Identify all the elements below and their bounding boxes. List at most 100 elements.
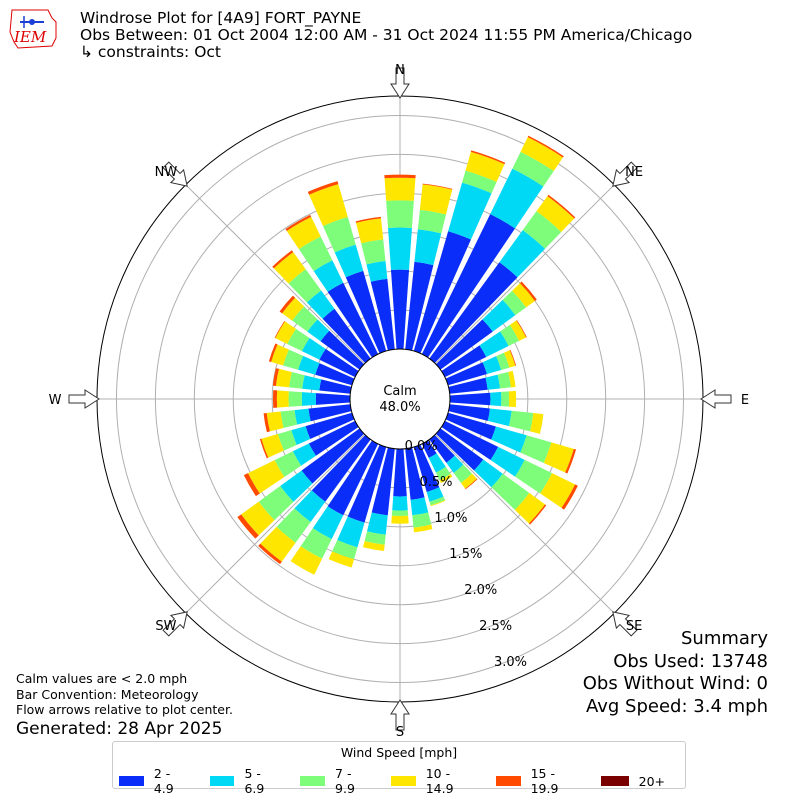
logo-text: IEM <box>14 28 47 46</box>
bar-segment <box>280 470 313 502</box>
bar-segment <box>285 214 312 232</box>
compass-label: NW <box>155 165 178 180</box>
bar-segment <box>271 344 289 366</box>
bar-segment <box>508 410 534 432</box>
bar-segment <box>371 447 395 516</box>
bar-segment <box>462 170 497 194</box>
bar-segment <box>446 455 464 473</box>
bar-segment <box>243 473 260 497</box>
bar-segment <box>275 368 292 388</box>
bar-segment <box>422 183 453 190</box>
bar-segment <box>288 269 322 303</box>
bar-segment <box>482 299 516 332</box>
bar-segment <box>347 444 387 523</box>
bar-segment <box>308 404 352 422</box>
flow-arrow <box>700 389 732 409</box>
bar-segment <box>435 319 493 370</box>
bar-segment <box>509 349 517 366</box>
bar-segment <box>413 444 440 492</box>
bar-segment <box>301 392 316 406</box>
bar-segment <box>522 211 562 249</box>
calm-label: Calm <box>383 384 416 399</box>
bar-segment <box>412 512 432 528</box>
bar-segment <box>520 137 563 172</box>
flow-arrow-shape <box>390 699 410 731</box>
bar-segment <box>370 278 395 351</box>
bar-segment <box>514 492 545 524</box>
bar-segment <box>441 420 499 461</box>
bar-segment <box>334 244 364 278</box>
legend-item: 20+ <box>600 766 665 796</box>
legend-label: 5 - 6.9 <box>244 766 265 796</box>
bar-segment <box>439 474 453 484</box>
chart-title: Windrose Plot for [4A9] FORT_PAYNE <box>80 9 362 27</box>
bar-segment <box>509 320 527 341</box>
bar-segment <box>319 379 352 394</box>
bar-segment <box>312 506 344 540</box>
bar-segment <box>474 459 503 488</box>
bar-segment <box>516 320 527 338</box>
radial-tick-label: 2.5% <box>479 619 512 634</box>
bar-segment <box>419 184 453 215</box>
bar-segment <box>491 473 530 510</box>
bar-segment <box>515 459 552 494</box>
bar-segment <box>445 412 496 440</box>
compass-label: E <box>741 393 749 408</box>
bar-segment <box>315 363 355 386</box>
flow-arrow-shape <box>390 67 410 99</box>
bar-segment <box>364 531 386 545</box>
bar-segment <box>315 393 351 405</box>
bar-segment <box>273 252 306 284</box>
bar-segment <box>237 514 259 539</box>
bar-segment <box>453 464 473 483</box>
flow-arrow-shape <box>162 161 188 187</box>
bar-segment <box>519 281 537 301</box>
bar-segment <box>391 510 409 516</box>
wind-bars <box>237 135 578 575</box>
avg-speed: Avg Speed: 3.4 mph <box>586 695 768 717</box>
bar-segment <box>429 262 518 364</box>
bar-segment <box>393 448 407 497</box>
legend-item: 15 - 19.9 <box>495 766 581 796</box>
bar-segment <box>465 151 505 182</box>
bar-segment <box>482 356 502 375</box>
legend-item: 5 - 6.9 <box>209 766 281 796</box>
legend-swatch <box>390 776 416 786</box>
legend-swatch <box>119 776 144 786</box>
compass-label: W <box>49 393 62 408</box>
obs-used: Obs Used: 13748 <box>613 650 768 672</box>
bar-segment <box>426 487 444 502</box>
bar-segment <box>445 362 487 386</box>
legend-item: 7 - 9.9 <box>300 766 371 796</box>
bar-segment <box>547 194 576 219</box>
bar-segment <box>497 372 511 389</box>
grid-spoke <box>185 434 365 614</box>
bar-segment <box>390 269 410 350</box>
flow-arrow <box>162 611 188 637</box>
bar-segment <box>300 528 332 559</box>
bar-segment <box>258 543 282 565</box>
bar-segment <box>392 496 408 511</box>
bar-segment <box>512 151 554 187</box>
flow-arrows-note: Flow arrows relative to plot center. <box>16 702 233 717</box>
bar-segment <box>259 438 269 459</box>
bar-segment <box>248 460 285 494</box>
bar-segment <box>280 410 298 429</box>
radial-tick-label: 1.0% <box>434 511 467 526</box>
bar-segment <box>361 239 386 265</box>
bar-segment <box>508 370 516 388</box>
bar-segment <box>448 404 490 421</box>
calm-value: 48.0% <box>379 400 420 415</box>
grid-spoke <box>435 434 615 614</box>
flow-arrow <box>68 389 100 409</box>
bar-segment <box>421 214 516 358</box>
bar-segment <box>503 350 516 368</box>
bar-segment <box>322 216 356 253</box>
bar-segment <box>414 229 442 266</box>
flow-arrow <box>162 161 188 187</box>
bar-segment <box>429 496 446 506</box>
bar-segment <box>272 250 294 269</box>
bar-segment <box>490 168 544 229</box>
flow-arrow-shape <box>700 389 732 409</box>
